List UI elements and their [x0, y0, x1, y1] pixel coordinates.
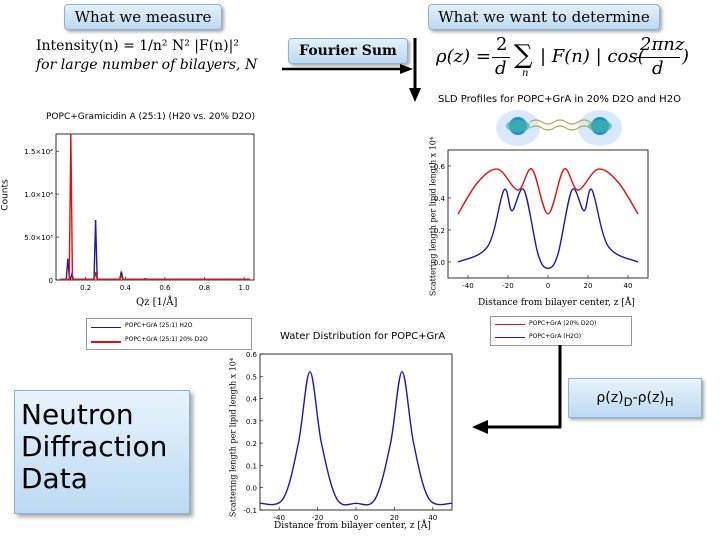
x-tick-label: 20: [390, 514, 399, 522]
x-tick-label: 0.2: [80, 284, 91, 292]
sub-d: D: [623, 394, 633, 409]
y-tick-label: 0.4: [246, 396, 258, 404]
sld-xlabel: Distance from bilayer center, z [Å]: [478, 298, 635, 308]
y-tick-label: 5.0×10³: [24, 234, 53, 242]
bilayers-note: for large number of bilayers, N: [36, 57, 258, 73]
x-tick-label: -40: [462, 282, 473, 290]
water-title: Water Distribution for POPC+GrA: [280, 331, 446, 342]
x-tick-label: -40: [273, 514, 284, 522]
sld-legend-line-d2o: [495, 324, 525, 325]
rho-formula: ρ(z) = 2 d ∑ n | F(n) | cos( 2πnz d ): [436, 34, 696, 82]
diffraction-xlabel: Qz [1/Å]: [136, 297, 178, 308]
rho-close: ): [682, 46, 690, 67]
x-tick-label: 20: [584, 282, 593, 290]
y-tick-label: 0.2: [434, 227, 445, 235]
x-tick-label: 1.0: [239, 284, 250, 292]
x-tick-label: 40: [428, 514, 437, 522]
sub-h: H: [664, 394, 674, 409]
neutron-line: Neutron: [21, 398, 134, 431]
right-arrow-icon: [282, 64, 413, 74]
x-tick-label: 0.6: [159, 284, 171, 292]
legend-label-d2o: POPC+GrA (25:1) 20% D2O: [125, 336, 208, 343]
what-we-measure-label: What we measure: [74, 8, 212, 26]
fourier-sum-label: Fourier Sum: [299, 43, 397, 59]
difference-box: ρ(z)D-ρ(z)H: [568, 378, 702, 418]
diff-dash: -: [632, 390, 638, 406]
water-chart: 0.6 0.5 0.4 0.3 0.2 0.1 0.0 -0.1 -40 -20 0 20 40: [243, 351, 453, 522]
y-tick-label: 0.6: [434, 163, 446, 171]
x-tick-label: 0: [354, 514, 358, 522]
bent-arrow-icon: [472, 345, 562, 434]
y-tick-label: 0.0: [434, 259, 445, 267]
frac2-bar: [636, 57, 680, 58]
x-tick-label: -20: [312, 514, 323, 522]
fourier-sum-box: Fourier Sum: [288, 38, 408, 64]
x-tick-label: 0: [546, 282, 550, 290]
data-line: Data: [21, 462, 88, 495]
legend-line-d2o: [91, 341, 121, 343]
sum-symbol: ∑: [514, 40, 533, 70]
plot-frame: [259, 353, 453, 511]
series-line-0: [457, 168, 639, 215]
series-line-0: [59, 219, 251, 281]
down-arrow-icon: [409, 38, 421, 102]
plot-frame: [55, 133, 255, 281]
membrane-molecule-icon: [496, 110, 622, 146]
frac1-bar: [492, 57, 510, 58]
legend-label-h2o: POPC+GrA (25:1) H2O: [125, 322, 193, 329]
y-tick-label: 0.1: [246, 462, 257, 470]
diffraction-chart: 1.5×10⁴ 1.0×10⁴ 5.0×10³ 0 0.2 0.4 0.6 0.8 1.0: [24, 133, 255, 292]
x-tick-label: 0.8: [199, 284, 210, 292]
diffraction-title: POPC+Gramicidin A (25:1) (H20 vs. 20% D2…: [46, 112, 256, 122]
what-we-measure-header: What we measure: [64, 4, 222, 30]
y-tick-label: 0.0: [246, 485, 257, 493]
x-tick-label: 40: [624, 282, 633, 290]
what-we-want-header: What we want to determine: [428, 4, 660, 30]
rho-lhs: ρ(z) =: [436, 46, 491, 67]
frac1-num: 2: [496, 34, 508, 55]
legend-line-h2o: [91, 327, 121, 328]
sum-index: n: [522, 68, 529, 79]
rho-h: ρ(z): [637, 390, 665, 406]
sld-legend-label-d2o: POPC+GrA (20% D2O): [529, 320, 597, 327]
intensity-formula: Intensity(n) = 1/n² N² |F(n)|²: [36, 38, 239, 54]
what-we-want-label: What we want to determine: [438, 8, 650, 26]
y-tick-label: 0: [49, 277, 53, 285]
y-tick-label: 0.5: [246, 373, 257, 381]
y-tick-label: 1.0×10⁴: [24, 191, 53, 199]
sld-chart: 0.6 0.4 0.2 0.0 -40 -20 0 20 40: [434, 149, 649, 290]
frac1-den: d: [495, 58, 507, 79]
y-tick-label: 0.2: [246, 440, 257, 448]
neutron-diffraction-box: Neutron Diffraction Data: [14, 390, 190, 514]
y-tick-label: -0.1: [243, 507, 257, 515]
water-xlabel: Distance from bilayer center, z [Å]: [274, 521, 431, 531]
y-tick-label: 0.6: [246, 351, 258, 359]
x-tick-label: 0.4: [120, 284, 132, 292]
x-tick-label: -20: [502, 282, 513, 290]
diffraction-line: Diffraction: [21, 430, 168, 463]
series-line-1: [457, 188, 639, 270]
series-line-1: [59, 133, 251, 281]
sld-legend-label-h2o: POPC+GrA (H2O): [529, 333, 582, 340]
rho-middle: | F(n) | cos(: [540, 46, 645, 67]
series-line-0: [259, 371, 453, 506]
frac2-num: 2πnz: [640, 34, 685, 55]
sld-title: SLD Profiles for POPC+GrA in 20% D2O and…: [438, 94, 681, 105]
sld-legend-line-h2o: [495, 337, 525, 338]
diffraction-legend: POPC+GrA (25:1) H2O POPC+GrA (25:1) 20% …: [86, 318, 252, 350]
frac2-den: d: [652, 58, 664, 79]
y-tick-label: 1.5×10⁴: [24, 148, 53, 156]
sld-legend: POPC+GrA (20% D2O) POPC+GrA (H2O): [490, 316, 632, 346]
water-ylabel: Scattering length per lipid length x 10⁴: [228, 357, 238, 518]
rho-d: ρ(z): [596, 390, 624, 406]
y-tick-label: 0.3: [246, 418, 257, 426]
y-tick-label: 0.4: [434, 195, 446, 203]
